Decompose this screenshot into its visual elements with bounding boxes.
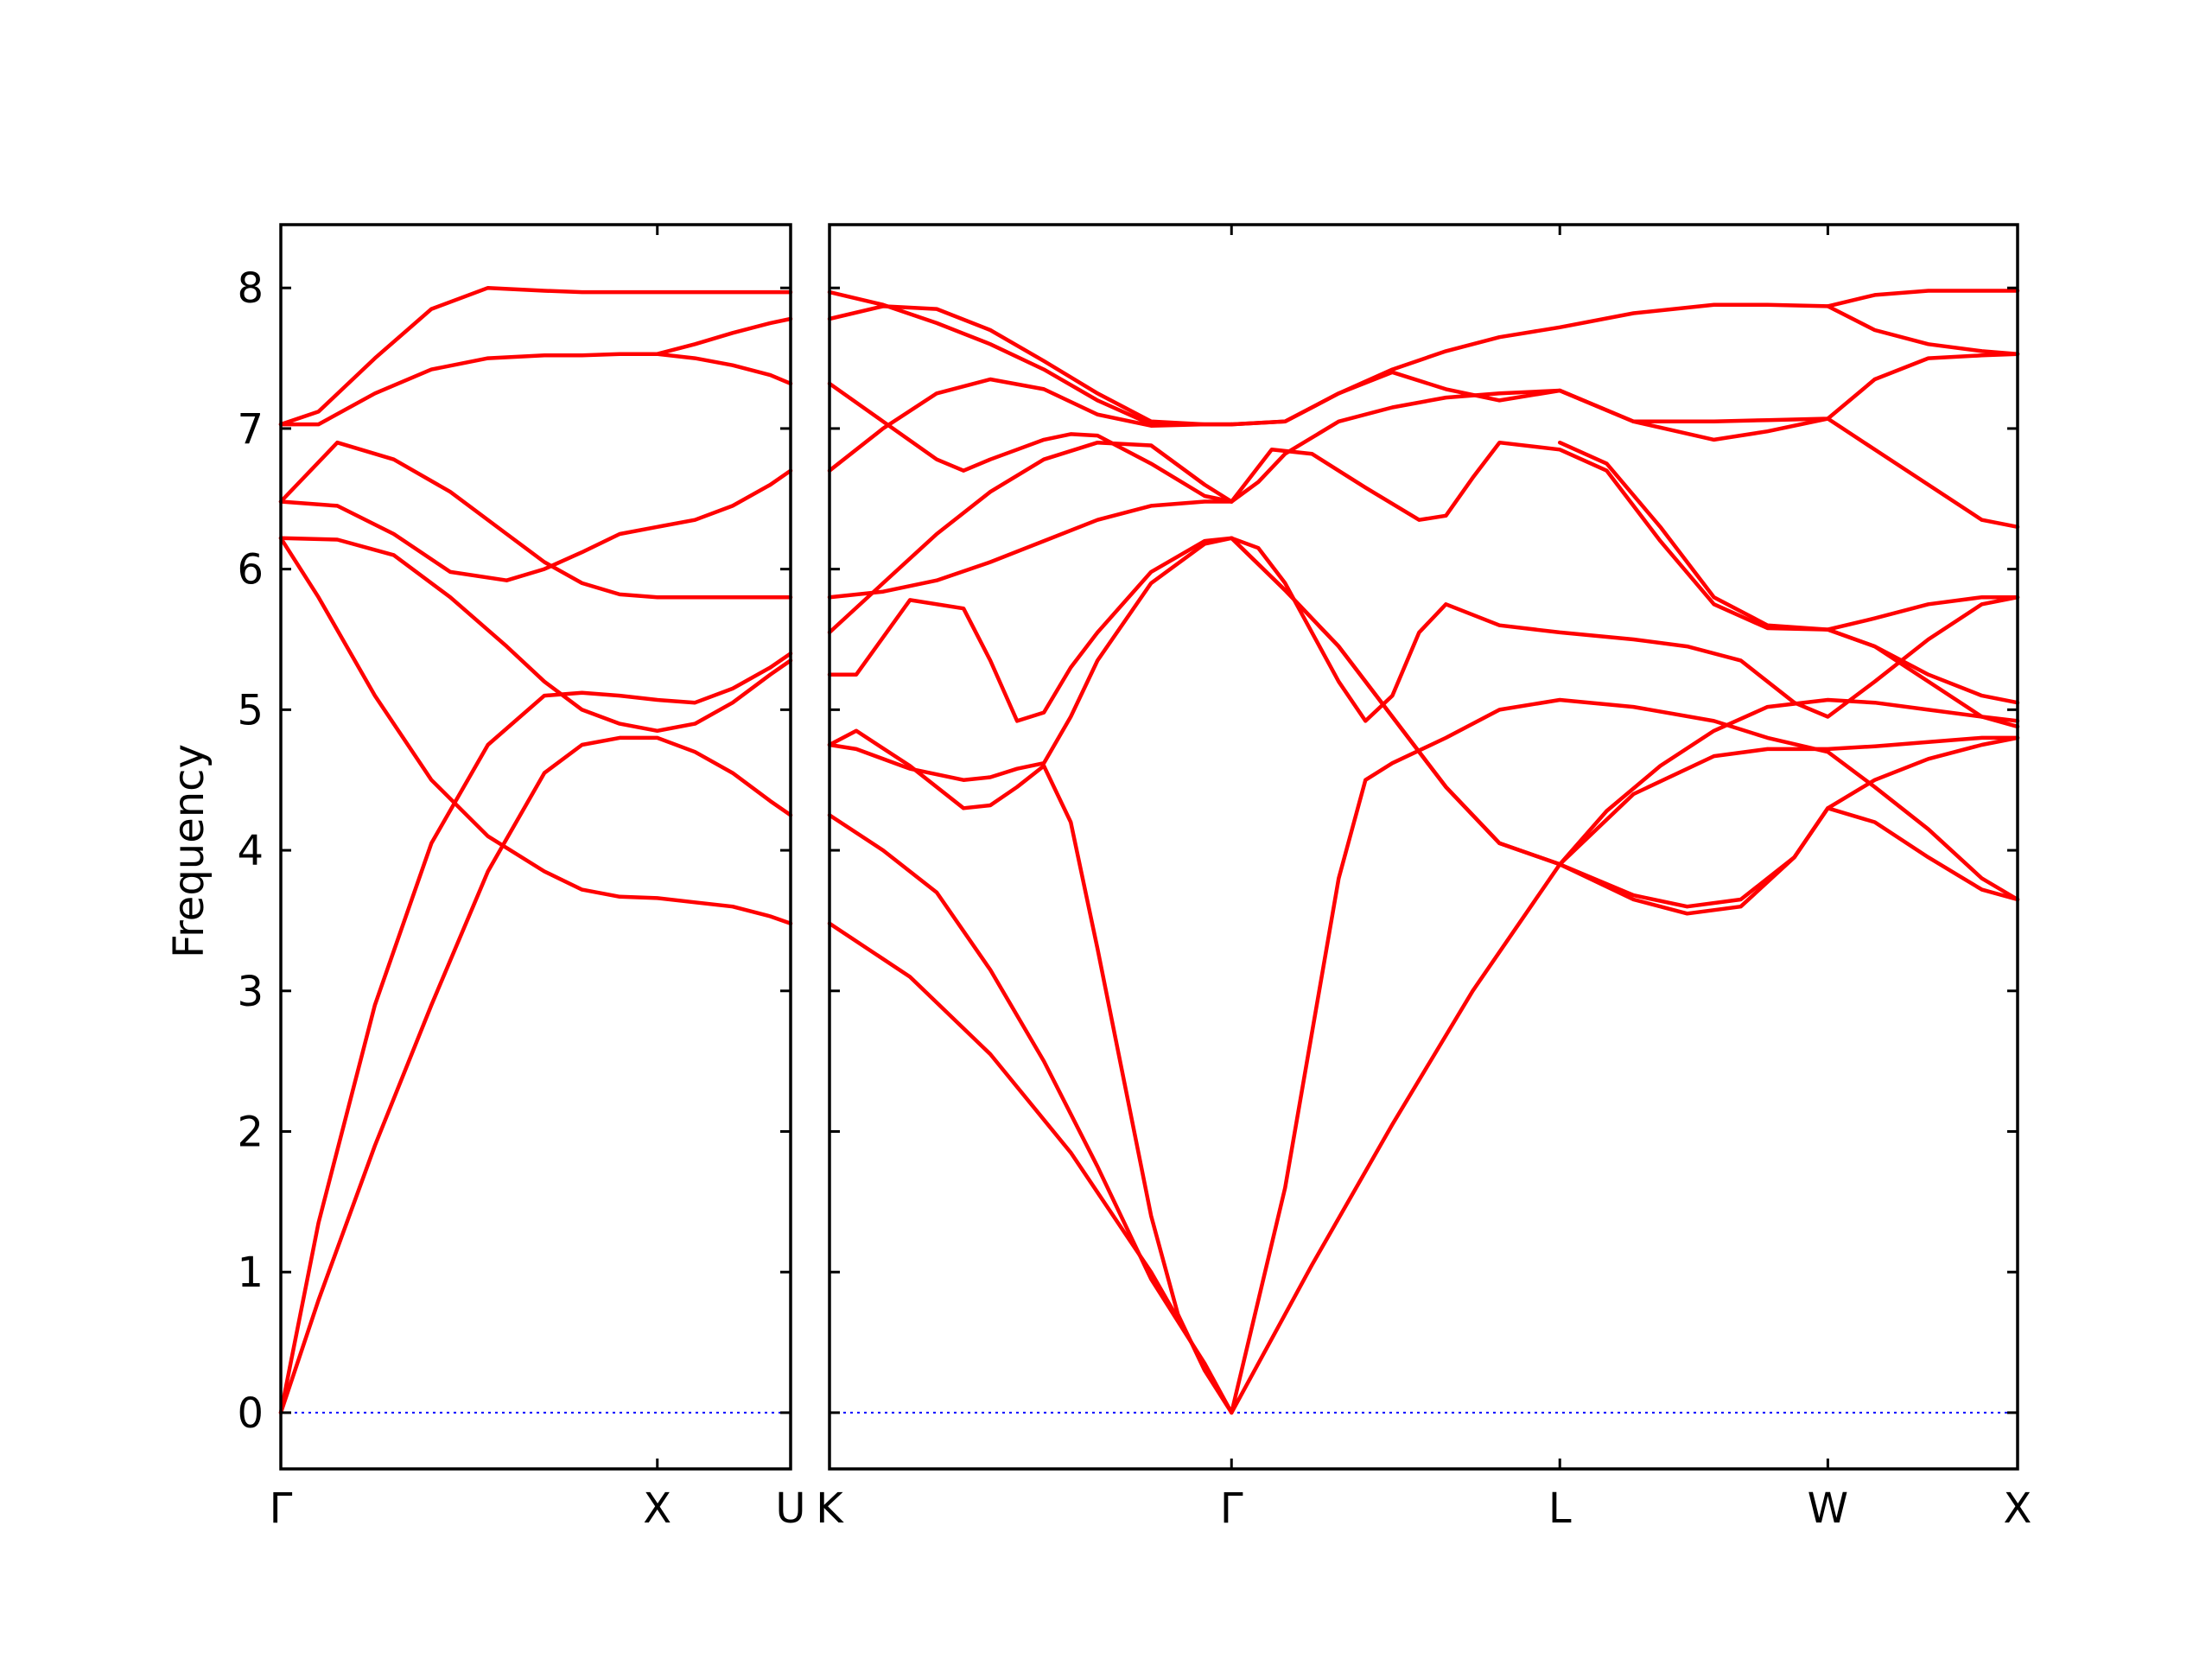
right-band-10: [827, 499, 1234, 600]
y-tick-label-4: 4: [237, 827, 264, 875]
right-band-20: [1557, 440, 2020, 705]
right-band-2: [827, 697, 2020, 1415]
left-band-8: [278, 285, 793, 427]
right-band-1: [827, 735, 2020, 1415]
y-tick-label-3: 3: [237, 968, 264, 1016]
panel-left: 0 1 2 3 4 5 6 7 8 Γ X U: [237, 223, 806, 1533]
left-band-2: [278, 652, 793, 1415]
right-band-6: [1230, 536, 2020, 723]
left-band-3: [278, 536, 793, 925]
left-band-5: [278, 468, 793, 582]
left-band-6: [278, 440, 793, 600]
right-x-tick-label-1: Γ: [1220, 1484, 1243, 1533]
y-tick-label-7: 7: [237, 405, 264, 454]
right-band-8: [1230, 536, 2020, 916]
y-tick-label-8: 8: [237, 264, 264, 313]
y-tick-label-6: 6: [237, 546, 264, 594]
y-tick-label-1: 1: [237, 1249, 264, 1297]
right-x-tick-label-0: K: [816, 1484, 844, 1533]
right-band-19: [1230, 440, 2020, 632]
right-band-9: [1557, 697, 2020, 867]
right-band-5: [827, 536, 1234, 782]
left-frame: [279, 223, 792, 1471]
left-x-tick-label-0: Γ: [270, 1484, 293, 1533]
right-band-13: [827, 381, 1234, 504]
right-x-tick-label-4: X: [2004, 1484, 2032, 1533]
left-band-1: [278, 735, 793, 1415]
y-axis-title: Frequency: [165, 744, 213, 958]
right-band-3: [827, 728, 1234, 1415]
right-frame: [828, 223, 2019, 1471]
left-x-tick-label-2: U: [775, 1484, 805, 1533]
y-tick-label-5: 5: [237, 686, 264, 734]
right-x-tick-label-3: W: [1808, 1484, 1848, 1533]
left-band-7: [278, 352, 793, 427]
left-band-4: [278, 536, 793, 734]
right-band-4: [827, 536, 1234, 723]
right-band-15: [827, 289, 1234, 427]
left-x-tick-label-1: X: [643, 1484, 671, 1533]
left-band-9: [636, 316, 793, 356]
right-band-18: [1230, 352, 2020, 427]
right-band-21: [1826, 304, 2020, 356]
right-band-22: [1826, 627, 2020, 729]
y-tick-label-0: 0: [237, 1389, 264, 1438]
y-tick-label-2: 2: [237, 1108, 264, 1156]
right-band-11: [827, 440, 1234, 635]
right-x-tick-label-2: L: [1548, 1484, 1572, 1533]
